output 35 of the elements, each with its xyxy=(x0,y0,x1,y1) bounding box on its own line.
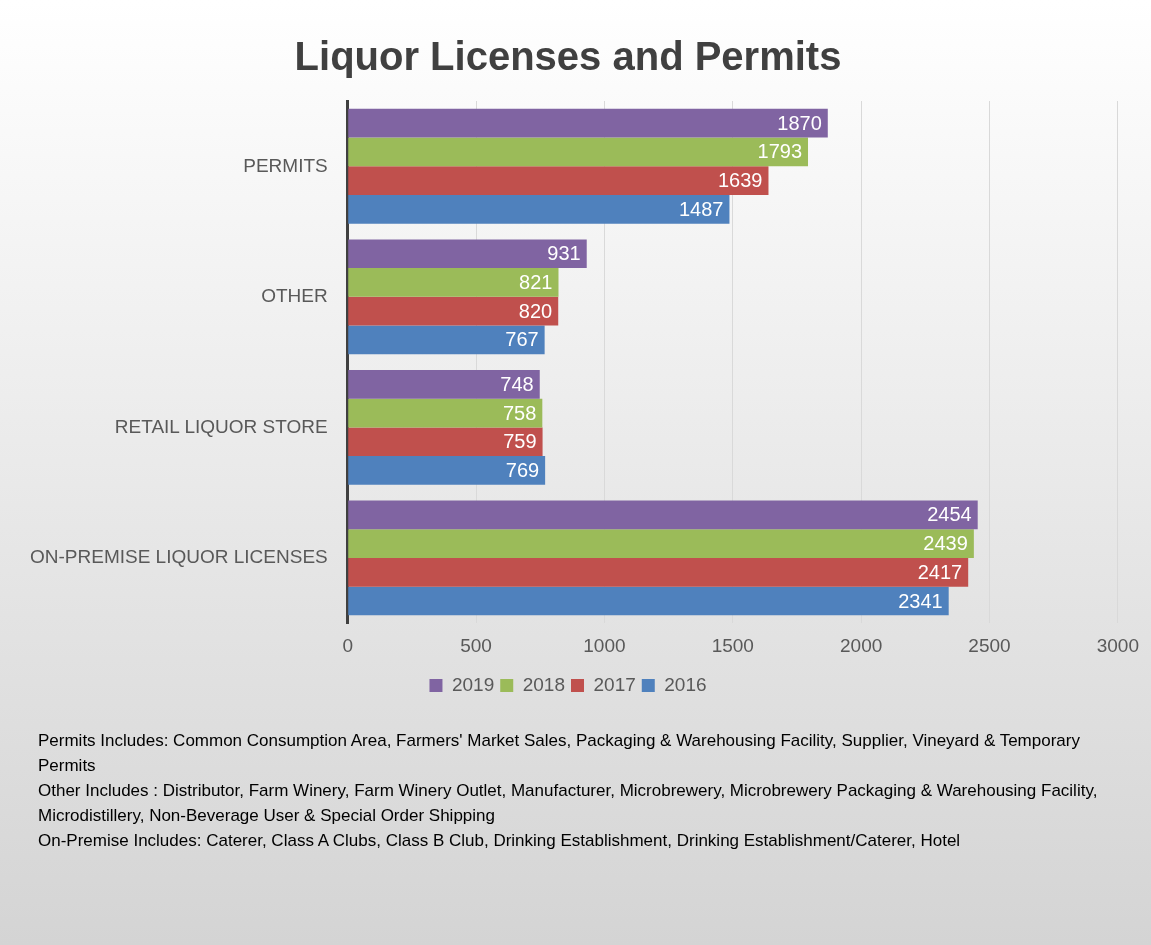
data-label: 2417 xyxy=(917,560,963,583)
legend-label: 2018 xyxy=(522,673,566,695)
text: On-Premise Includes: Caterer, Class A Clubs, Class B Club, Drinking Establishment, Drinking Establishment/Caterer, Hotel xyxy=(38,830,962,852)
data-label: 931 xyxy=(547,242,581,265)
y-tick-label: RETAIL LIQUOR STORE xyxy=(114,415,328,437)
data-label: 759 xyxy=(503,430,537,453)
data-label: 769 xyxy=(505,458,540,481)
data-label: 1639 xyxy=(717,169,763,192)
x-tick-label: 1000 xyxy=(583,634,626,656)
data-label: 748 xyxy=(500,372,534,395)
data-label: 2454 xyxy=(927,503,972,526)
data-label: 820 xyxy=(518,299,553,322)
data-label: 1870 xyxy=(777,111,822,134)
legend-label: 2017 xyxy=(593,673,636,695)
x-tick-label: 2500 xyxy=(968,634,1011,656)
x-tick-label: 3000 xyxy=(1096,634,1140,656)
legend-label: 2016 xyxy=(664,673,707,695)
data-label: 821 xyxy=(519,270,553,293)
data-label: 767 xyxy=(505,328,539,351)
y-tick-label: OTHER xyxy=(261,285,328,307)
text: Other Includes : Distributor, Farm Winery, Farm Winery Outlet, Manufacturer, Microbrewery, Microbrewery Packaging & Warehousing Facility, Microdistillery, Non-Beverage User & Special Order Shipping xyxy=(38,780,1099,827)
data-label: 758 xyxy=(502,401,537,424)
data-label: 2341 xyxy=(898,589,943,612)
data-label: 1487 xyxy=(678,197,724,220)
legend-label: 2019 xyxy=(451,673,495,695)
y-tick-label: PERMITS xyxy=(243,154,328,176)
chart-title: Liquor Licenses and Permits xyxy=(294,34,842,79)
x-tick-label: 1500 xyxy=(711,634,754,656)
data-label: 1793 xyxy=(757,140,803,163)
x-tick-label: 2000 xyxy=(840,634,883,656)
y-tick-label: ON-PREMISE LIQUOR LICENSES xyxy=(29,546,328,568)
x-tick-label: 0 xyxy=(342,634,354,656)
text: Permits Includes: Common Consumption Area, Farmers' Market Sales, Packaging & Warehousing Facility, Supplier, Vineyard & Temporary Permits xyxy=(38,730,1081,777)
data-label: 2439 xyxy=(923,532,968,555)
x-tick-label: 500 xyxy=(460,634,492,656)
